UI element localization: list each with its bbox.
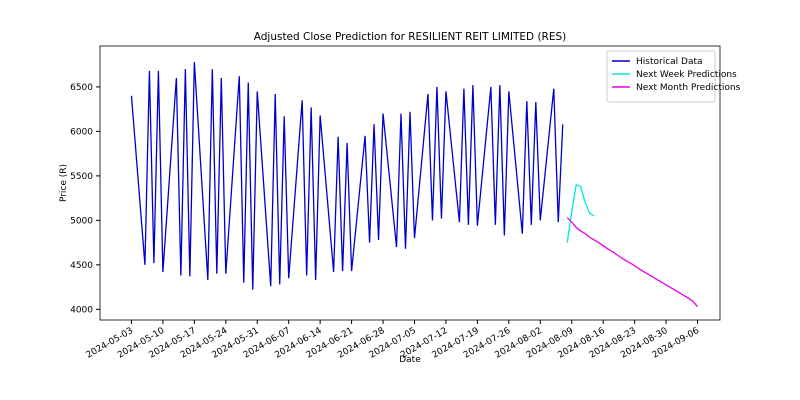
chart-title: Adjusted Close Prediction for RESILIENT … — [254, 31, 567, 43]
y-tick-label: 6000 — [70, 127, 93, 137]
y-tick-label: 4000 — [70, 305, 93, 315]
y-tick-label: 5000 — [70, 216, 93, 226]
line-series — [130, 61, 564, 290]
plot-frame — [99, 45, 721, 321]
y-tick-label: 6500 — [70, 83, 93, 93]
legend-label: Next Month Predictions — [636, 83, 741, 93]
legend-label: Next Week Predictions — [636, 70, 737, 80]
line-series — [566, 217, 699, 308]
legend: Historical Data Next Week Predictions Next… — [606, 50, 741, 103]
legend-label: Historical Data — [636, 57, 703, 67]
y-tick-label: 4500 — [70, 261, 93, 271]
x-axis-label: Date — [399, 355, 421, 365]
y-tick-label: 5500 — [70, 172, 93, 182]
y-axis-label: Price (R) — [59, 164, 69, 202]
line-series — [566, 183, 595, 243]
legend-box — [606, 50, 716, 103]
